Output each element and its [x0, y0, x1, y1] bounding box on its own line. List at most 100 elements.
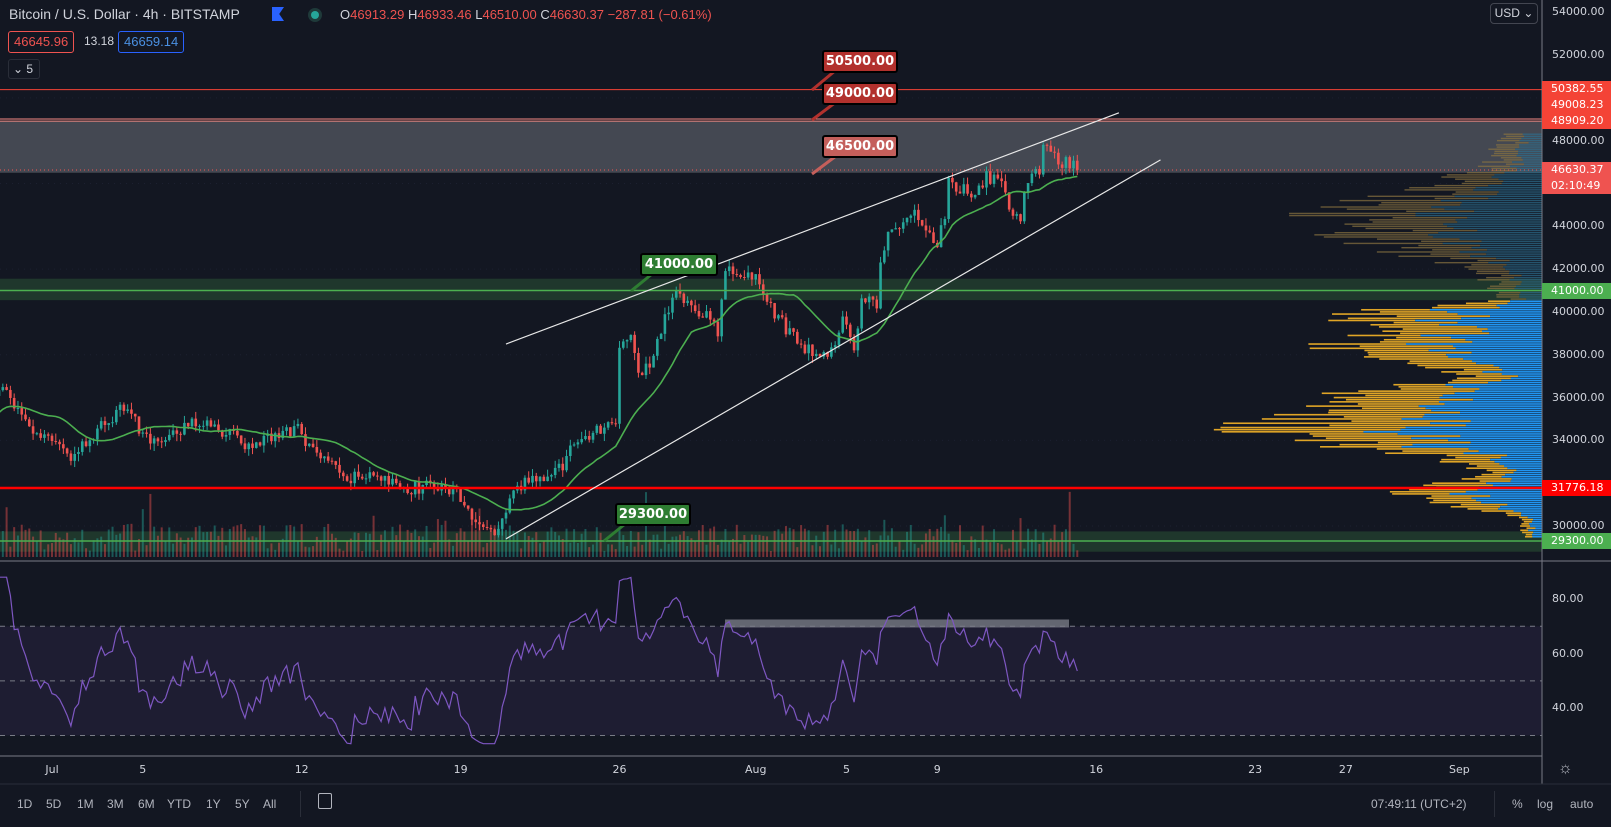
candle-body: [474, 519, 478, 523]
callout-41000[interactable]: 41000.00: [640, 253, 718, 276]
volume-bar: [599, 532, 602, 557]
currency-selector[interactable]: USD ⌄: [1490, 3, 1538, 24]
candle-body: [482, 524, 485, 527]
volume-bar: [875, 543, 878, 557]
candle-body: [508, 498, 512, 513]
candle-body: [538, 476, 542, 482]
volume-profile-row: [1442, 242, 1542, 245]
volume-profile-row: [1499, 306, 1542, 309]
candle-body: [1064, 157, 1068, 168]
volume-profile-row: [1514, 276, 1542, 279]
volume-profile-row: [1460, 503, 1508, 506]
volume-profile-row: [1532, 533, 1542, 536]
volume-profile-row: [1409, 187, 1476, 189]
callout-46500[interactable]: 46500.00: [822, 135, 898, 158]
range-button-6m[interactable]: 6M: [138, 797, 155, 811]
candle-body: [111, 422, 114, 424]
volume-bar: [1038, 543, 1041, 557]
volume-bar: [39, 530, 42, 557]
candle-body: [304, 434, 307, 446]
volume-bar: [478, 508, 481, 557]
volume-bar: [1042, 532, 1045, 557]
range-button-5y[interactable]: 5Y: [235, 797, 250, 811]
volume-bar: [614, 549, 617, 557]
candle-body: [848, 324, 852, 337]
resistance-zone: [0, 121, 1542, 173]
volume-bar: [940, 526, 943, 557]
volume-profile-row: [1509, 270, 1542, 272]
volume-bar: [342, 550, 345, 557]
range-button-all[interactable]: All: [263, 797, 277, 811]
volume-bar: [281, 538, 284, 557]
volume-bar: [690, 538, 693, 557]
buy-price-button[interactable]: 46659.14: [118, 31, 185, 53]
candle-body: [35, 433, 39, 435]
volume-profile-row: [1437, 304, 1497, 307]
settings-gear-icon[interactable]: ☼: [1558, 760, 1573, 777]
clock-time[interactable]: 07:49:11 (UTC+2): [1371, 797, 1467, 811]
symbol-title[interactable]: Bitcoin / U.S. Dollar · 4h · BITSTAMP: [9, 6, 240, 22]
range-button-1m[interactable]: 1M: [77, 797, 94, 811]
volume-profile-row: [1488, 197, 1542, 200]
volume-bar: [349, 538, 352, 557]
volume-profile-row: [1504, 465, 1542, 467]
volume-profile-row: [1359, 345, 1454, 347]
volume-profile-row: [1474, 390, 1542, 392]
range-button-ytd[interactable]: YTD: [167, 797, 191, 811]
volume-profile-row: [1494, 460, 1542, 463]
candle-body: [73, 454, 76, 461]
range-button-1y[interactable]: 1Y: [206, 797, 221, 811]
volume-profile-row: [1491, 176, 1542, 178]
volume-bar: [743, 535, 746, 557]
callout-29300[interactable]: 29300.00: [615, 503, 691, 526]
log-scale-toggle[interactable]: log: [1537, 797, 1554, 811]
candle-body: [296, 423, 300, 427]
volume-bar: [777, 529, 780, 557]
callout-49000[interactable]: 49000.00: [822, 82, 898, 105]
volume-profile-row: [1428, 349, 1542, 352]
candle-body: [796, 331, 799, 344]
volume-profile-row: [1487, 328, 1542, 330]
volume-profile-row: [1329, 401, 1439, 403]
volume-profile-row: [1367, 351, 1472, 354]
volume-profile-row: [1535, 527, 1542, 529]
candle-body: [966, 184, 969, 194]
volume-profile-row: [1455, 347, 1542, 350]
volume-profile-row: [1439, 396, 1542, 399]
date-range-icon[interactable]: [318, 793, 332, 809]
volume-bar: [16, 535, 19, 557]
volume-bar: [296, 540, 299, 557]
volume-bar: [917, 547, 920, 557]
volume-profile-row: [1510, 480, 1542, 482]
range-button-1d[interactable]: 1D: [17, 797, 33, 811]
volume-profile-row: [1467, 217, 1542, 219]
candle-body: [712, 319, 716, 322]
volume-bar: [293, 526, 296, 557]
volume-bar: [368, 533, 371, 557]
range-button-3m[interactable]: 3M: [107, 797, 124, 811]
auto-scale-toggle[interactable]: auto: [1570, 797, 1594, 811]
candle-body: [652, 355, 655, 368]
candle-body: [164, 440, 167, 443]
price-tick: 54000.00: [1552, 5, 1605, 19]
callout-50500[interactable]: 50500.00: [822, 50, 898, 73]
volume-profile-row: [1476, 272, 1510, 275]
volume-profile-row: [1506, 135, 1525, 138]
volume-bar: [573, 529, 576, 557]
range-button-5d[interactable]: 5D: [46, 797, 62, 811]
indicators-toggle[interactable]: ⌄ 5: [8, 59, 40, 79]
volume-profile-row: [1509, 259, 1542, 262]
volume-bar: [459, 528, 462, 557]
volume-profile-row: [1325, 437, 1412, 440]
volume-bar: [728, 540, 731, 557]
sell-price-button[interactable]: 46645.96: [8, 31, 75, 53]
candle-body: [145, 432, 148, 434]
volume-profile-row: [1471, 246, 1542, 249]
flag-icon[interactable]: [272, 7, 284, 21]
volume-profile-row: [1361, 308, 1430, 311]
candle-body: [879, 262, 882, 309]
volume-bar: [849, 531, 852, 557]
candle-body: [410, 493, 413, 495]
percent-scale-toggle[interactable]: %: [1512, 797, 1523, 811]
